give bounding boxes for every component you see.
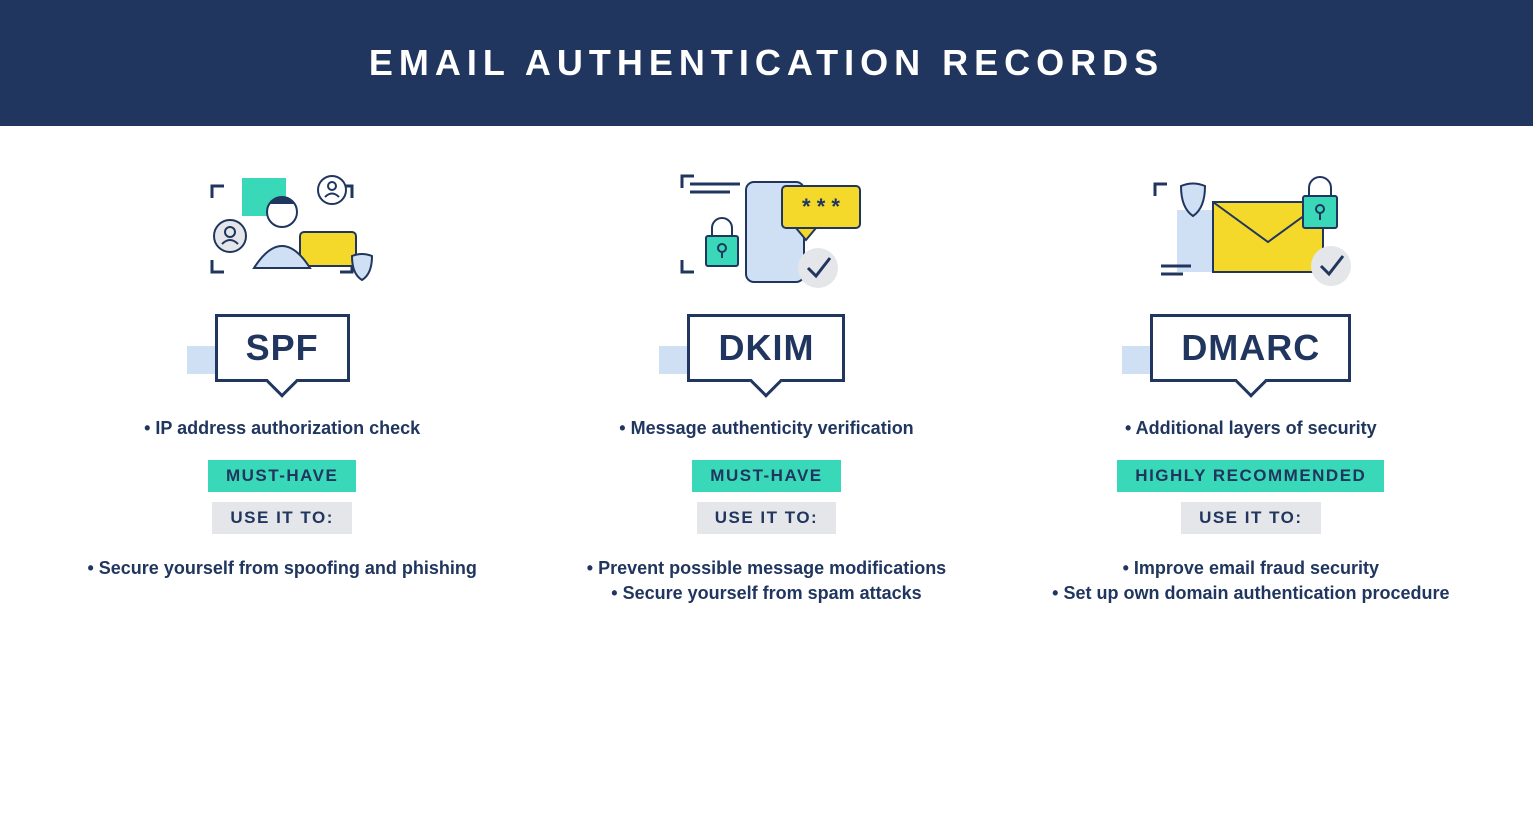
- description: Message authenticity verification: [619, 416, 913, 440]
- column-dmarc: DMARC Additional layers of security HIGH…: [1041, 156, 1461, 605]
- uses-list: Prevent possible message modifications S…: [587, 556, 946, 605]
- uses-list: Secure yourself from spoofing and phishi…: [87, 556, 476, 580]
- use-item: Set up own domain authentication procedu…: [1052, 581, 1449, 605]
- description: Additional layers of security: [1125, 416, 1377, 440]
- record-name: DKIM: [687, 314, 845, 382]
- illustration-spf: [152, 156, 412, 296]
- priority-badge: MUST-HAVE: [208, 460, 356, 492]
- use-it-to-label: USE IT TO:: [697, 502, 836, 534]
- svg-text:* * *: * * *: [803, 194, 841, 219]
- use-item: Secure yourself from spam attacks: [587, 581, 946, 605]
- priority-badge: HIGHLY RECOMMENDED: [1117, 460, 1384, 492]
- name-bubble-dmarc: DMARC: [1150, 314, 1351, 382]
- header-banner: EMAIL AUTHENTICATION RECORDS: [0, 0, 1533, 126]
- description: IP address authorization check: [144, 416, 420, 440]
- use-it-to-label: USE IT TO:: [1181, 502, 1320, 534]
- use-it-to-label: USE IT TO:: [212, 502, 351, 534]
- name-bubble-dkim: DKIM: [687, 314, 845, 382]
- uses-list: Improve email fraud security Set up own …: [1052, 556, 1449, 605]
- columns-container: SPF IP address authorization check MUST-…: [0, 126, 1533, 645]
- use-item: Improve email fraud security: [1052, 556, 1449, 580]
- page-title: EMAIL AUTHENTICATION RECORDS: [20, 42, 1513, 84]
- use-item: Secure yourself from spoofing and phishi…: [87, 556, 476, 580]
- illustration-dmarc: [1121, 156, 1381, 296]
- use-item: Prevent possible message modifications: [587, 556, 946, 580]
- illustration-dkim: * * *: [636, 156, 896, 296]
- name-bubble-spf: SPF: [215, 314, 350, 382]
- record-name: DMARC: [1150, 314, 1351, 382]
- column-spf: SPF IP address authorization check MUST-…: [72, 156, 492, 605]
- column-dkim: * * * DKIM Message authenticity verifica…: [556, 156, 976, 605]
- record-name: SPF: [215, 314, 350, 382]
- priority-badge: MUST-HAVE: [692, 460, 840, 492]
